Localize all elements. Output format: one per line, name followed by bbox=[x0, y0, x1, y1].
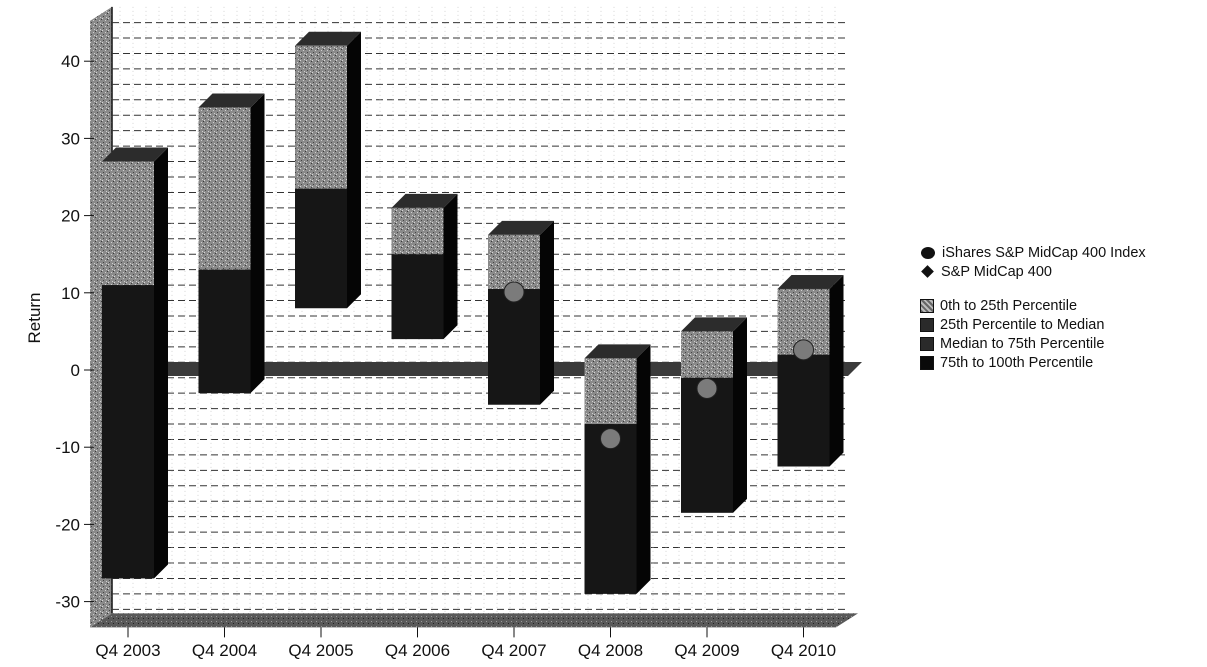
fund-marker bbox=[600, 428, 621, 450]
bar-lower-band bbox=[198, 269, 251, 394]
bar-group bbox=[102, 147, 168, 579]
bar-upper-band bbox=[295, 45, 347, 189]
x-tick-label: Q4 2008 bbox=[578, 641, 643, 660]
zero-plane-surface bbox=[102, 362, 862, 376]
y-tick-label: 10 bbox=[61, 284, 80, 303]
zero-plane bbox=[102, 362, 862, 376]
bar-lower-band bbox=[488, 288, 540, 405]
y-tick-label: -10 bbox=[55, 438, 80, 457]
legend-item: S&P MidCap 400 bbox=[920, 262, 1205, 281]
bar-top bbox=[681, 317, 747, 332]
legend-item: 0th to 25th Percentile bbox=[920, 296, 1205, 315]
bar-lower-band bbox=[391, 254, 444, 340]
bar-top bbox=[198, 93, 265, 108]
fund-marker bbox=[696, 377, 718, 399]
y-axis-ticks: -30 -20 -10 0 10 20 30 40 bbox=[55, 52, 94, 612]
bar-upper-band bbox=[102, 161, 154, 286]
legend-label: Median to 75th Percentile bbox=[940, 335, 1105, 352]
bar-side bbox=[443, 193, 458, 340]
dotted-square-icon bbox=[920, 298, 934, 313]
x-tick-label: Q4 2003 bbox=[95, 641, 160, 660]
bar-lower-band bbox=[295, 188, 347, 309]
legend-item: 25th Percentile to Median bbox=[920, 315, 1205, 334]
legend-label: iShares S&P MidCap 400 Index bbox=[942, 244, 1146, 261]
bar-group bbox=[488, 220, 554, 405]
bar-side bbox=[540, 220, 554, 405]
y-tick-label: -30 bbox=[55, 593, 80, 612]
x-tick-label: Q4 2007 bbox=[481, 641, 546, 660]
legend-label: 25th Percentile to Median bbox=[940, 316, 1105, 333]
bar-upper-band bbox=[198, 107, 251, 270]
dark-square-icon bbox=[920, 336, 934, 351]
bar-group bbox=[391, 193, 458, 340]
fund-marker bbox=[503, 281, 525, 303]
bar-upper-band bbox=[584, 358, 637, 425]
bar-lower-band bbox=[584, 424, 637, 594]
floor-plane bbox=[90, 613, 858, 628]
x-tick-label: Q4 2010 bbox=[771, 641, 836, 660]
circle-marker-icon bbox=[921, 246, 935, 259]
y-tick-label: 20 bbox=[61, 207, 80, 226]
legend-spacer bbox=[920, 281, 1205, 296]
bar-side bbox=[347, 31, 361, 309]
bar-top bbox=[391, 193, 458, 208]
bar-side bbox=[636, 344, 651, 594]
legend-item: 75th to 100th Percentile bbox=[920, 353, 1205, 372]
bar-group bbox=[584, 344, 651, 594]
bar-group bbox=[681, 317, 747, 513]
bar-side bbox=[733, 317, 747, 513]
legend-label: S&P MidCap 400 bbox=[941, 263, 1052, 280]
x-tick-label: Q4 2006 bbox=[385, 641, 450, 660]
bar-group bbox=[295, 31, 361, 309]
bar-lower-band bbox=[102, 285, 154, 579]
legend: iShares S&P MidCap 400 Index S&P MidCap 4… bbox=[920, 243, 1205, 372]
x-tick-label: Q4 2009 bbox=[674, 641, 739, 660]
plot-floor bbox=[90, 613, 858, 628]
bar-lower-band bbox=[681, 377, 733, 513]
black-square-icon bbox=[920, 355, 934, 370]
legend-item: Median to 75th Percentile bbox=[920, 334, 1205, 353]
bar-top bbox=[295, 31, 361, 46]
x-tick-label: Q4 2005 bbox=[288, 641, 353, 660]
bar-side bbox=[250, 93, 265, 394]
dark-square-icon bbox=[920, 317, 934, 332]
bar-group bbox=[198, 93, 265, 394]
legend-item: iShares S&P MidCap 400 Index bbox=[920, 243, 1205, 262]
legend-label: 75th to 100th Percentile bbox=[940, 354, 1094, 371]
legend-label: 0th to 25th Percentile bbox=[940, 297, 1078, 314]
fund-marker bbox=[793, 339, 814, 361]
bar-top bbox=[102, 147, 168, 162]
bar-top bbox=[584, 344, 651, 359]
bar-upper-band bbox=[681, 331, 733, 378]
bar-side bbox=[154, 147, 168, 579]
y-tick-label: 30 bbox=[61, 129, 80, 148]
bar-upper-band bbox=[391, 207, 444, 255]
bar-group bbox=[777, 274, 844, 467]
bar-top bbox=[777, 274, 844, 289]
y-tick-label: 40 bbox=[61, 52, 80, 71]
bar-top bbox=[488, 220, 554, 235]
bar-side bbox=[829, 274, 844, 467]
bars bbox=[102, 31, 844, 594]
diamond-marker-icon bbox=[921, 265, 934, 278]
y-tick-label: -20 bbox=[55, 515, 80, 534]
y-axis-label: Return bbox=[25, 292, 44, 343]
bar-lower-band bbox=[777, 354, 830, 467]
x-axis-ticks: Q4 2003 Q4 2004 Q4 2005 Q4 2006 Q4 2007 Q4 20… bbox=[95, 627, 836, 660]
y-tick-label: 0 bbox=[71, 361, 80, 380]
x-tick-label: Q4 2004 bbox=[192, 641, 257, 660]
bar-upper-band bbox=[488, 234, 540, 289]
